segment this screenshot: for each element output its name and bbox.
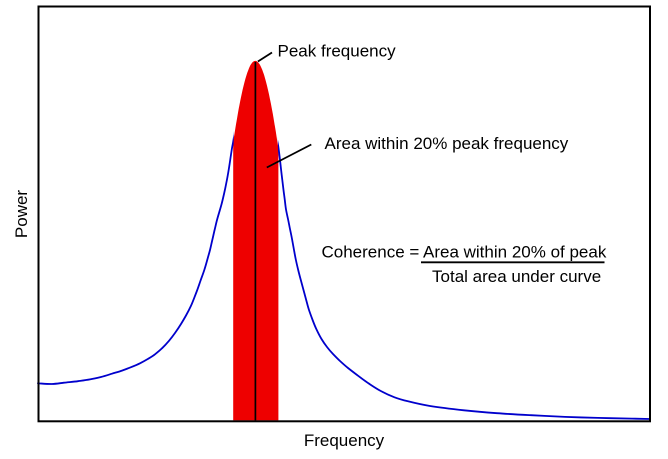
svg-text:Power: Power <box>12 190 31 239</box>
svg-text:Area within 20% peak frequency: Area within 20% peak frequency <box>325 134 569 153</box>
svg-text:Coherence =: Coherence = <box>322 243 420 262</box>
svg-text:Frequency: Frequency <box>304 431 385 450</box>
svg-text:Total area under curve: Total area under curve <box>432 267 601 286</box>
svg-text:Area within 20% of peak: Area within 20% of peak <box>423 243 607 262</box>
svg-text:Peak frequency: Peak frequency <box>278 42 397 61</box>
